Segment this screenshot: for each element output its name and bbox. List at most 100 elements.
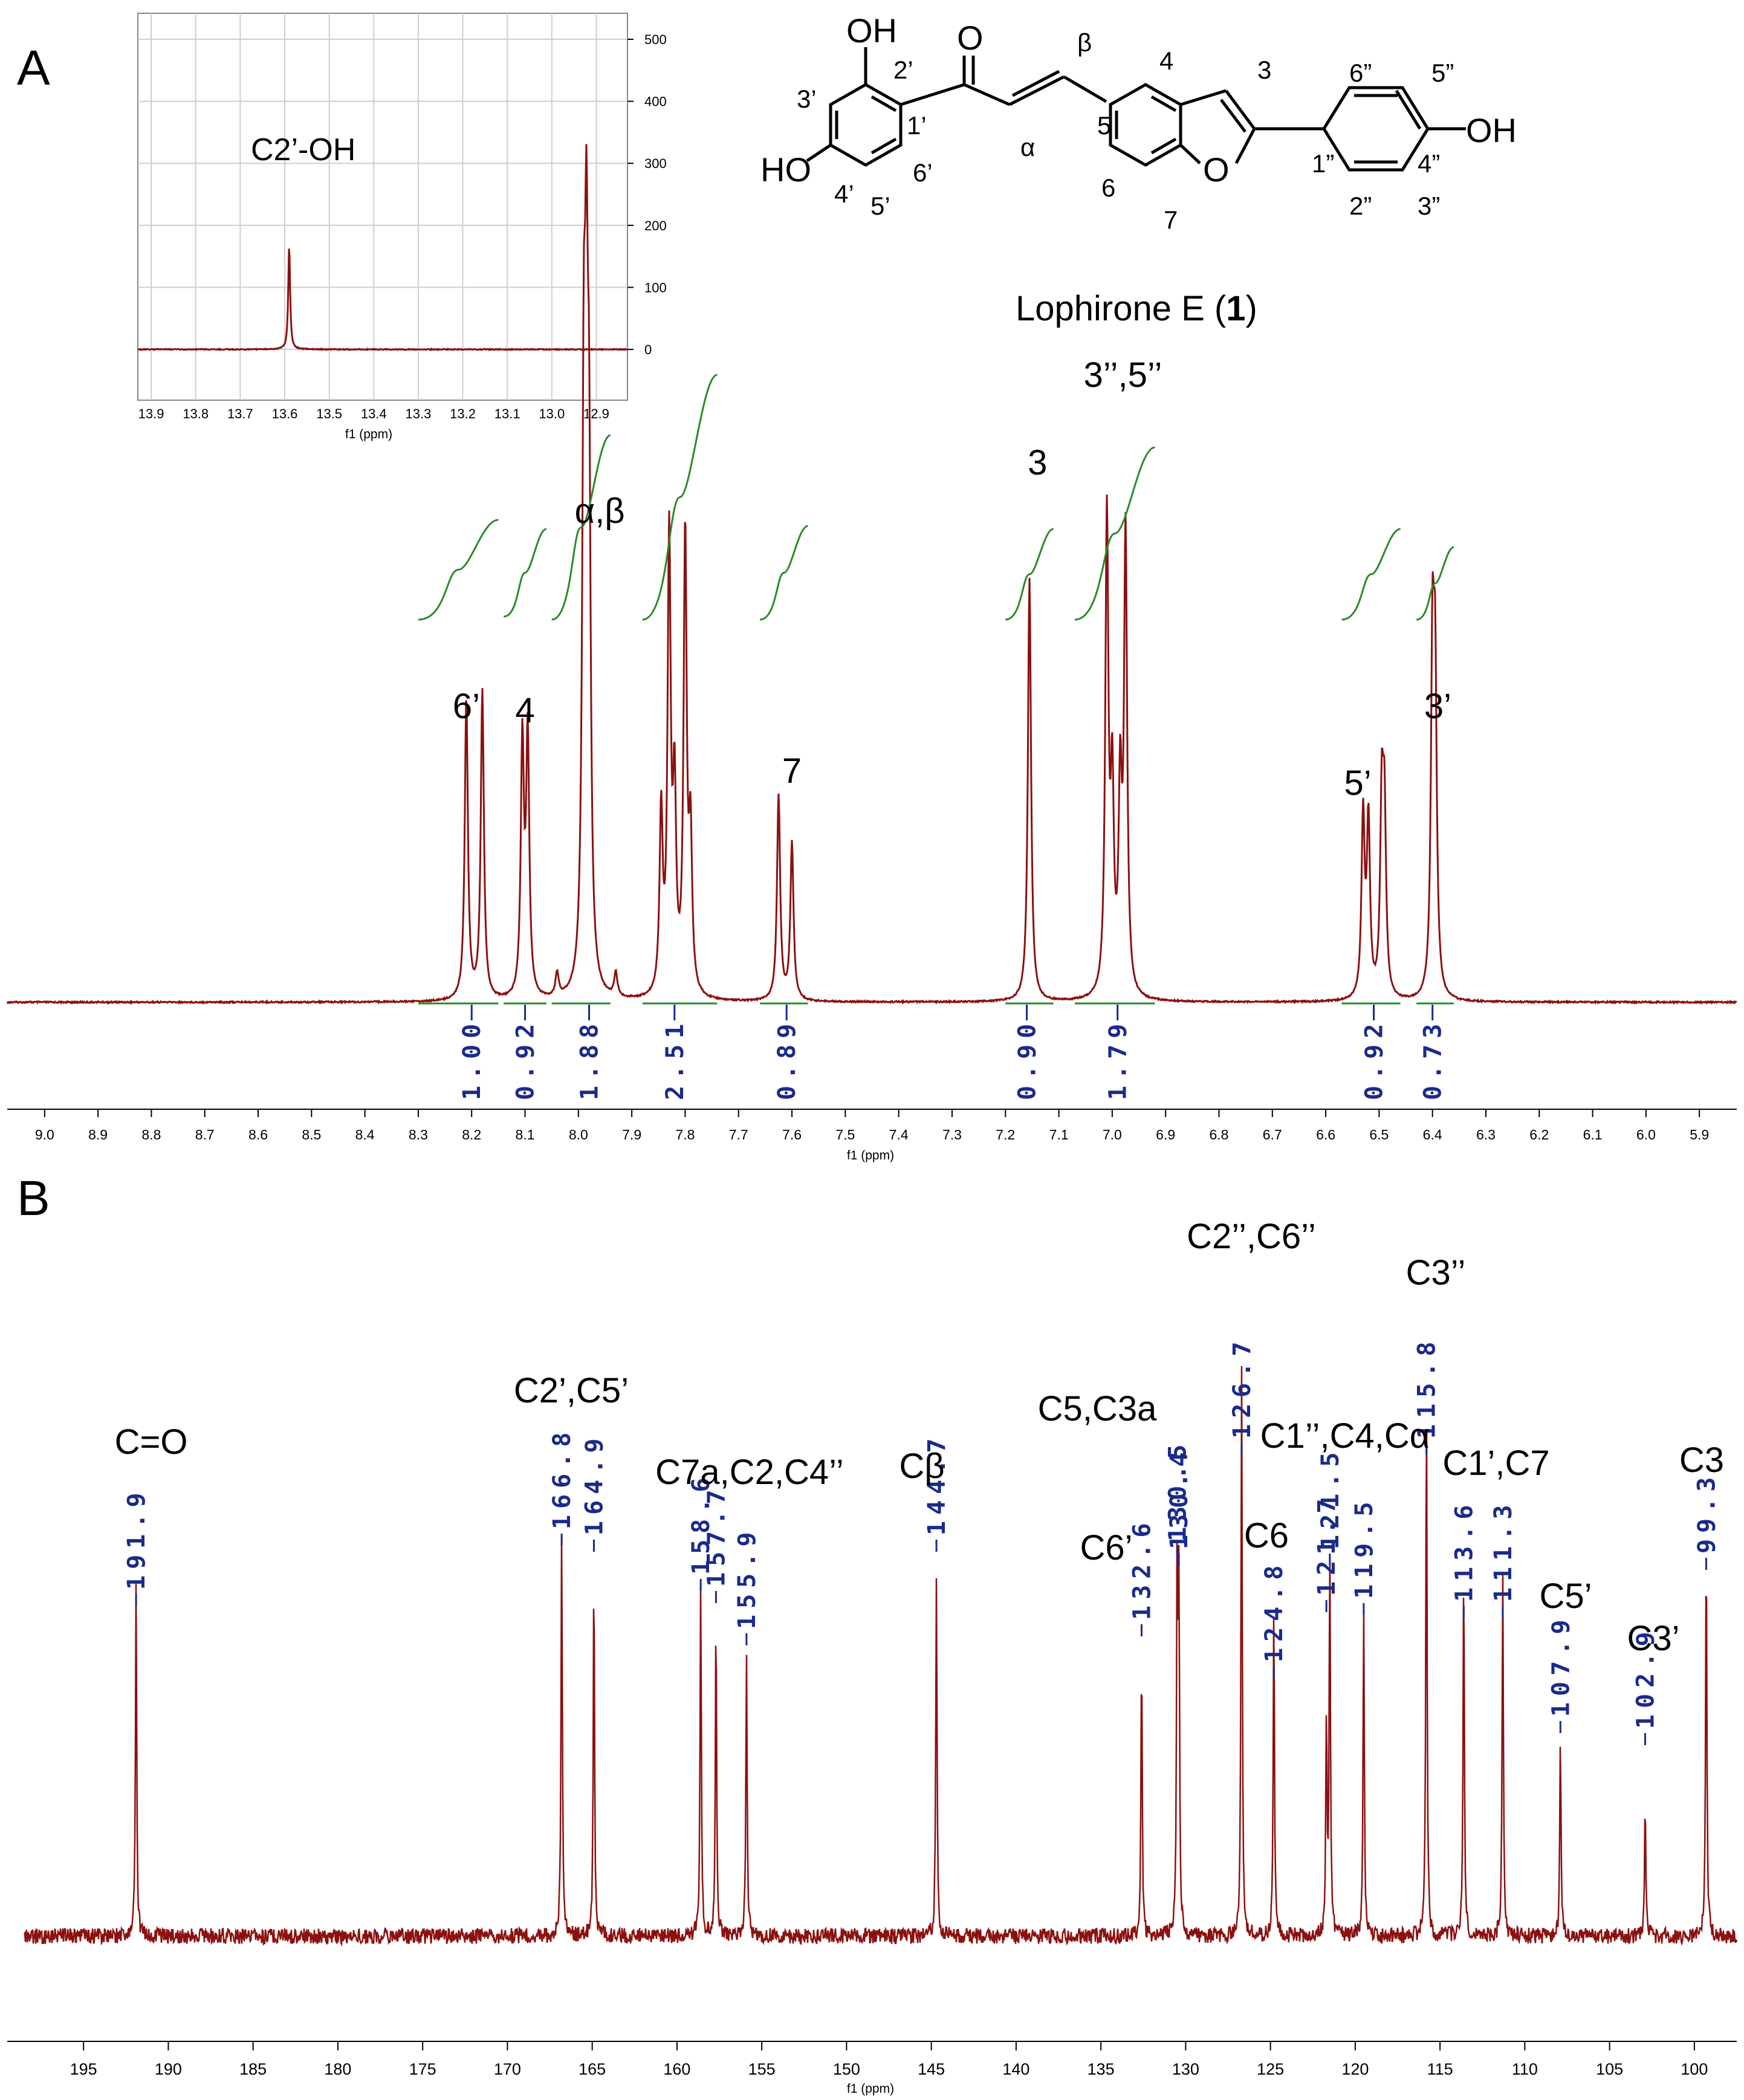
pos-4pp: 4” xyxy=(1418,149,1440,178)
x-tick-label: 8.8 xyxy=(141,1127,161,1142)
x-tick-label: 7.9 xyxy=(622,1127,641,1142)
x-tick-label: 7.8 xyxy=(675,1127,695,1142)
structure-atoms: OH O HO O OH xyxy=(760,11,1517,189)
inset-y-axis: 500 400 300 200 100 0 xyxy=(627,32,667,357)
x-tick-label: 140 xyxy=(1002,2060,1029,2078)
inset-frame xyxy=(137,13,628,401)
atom-o-furan: O xyxy=(1203,151,1230,189)
h1-peak-annotation: 3’’,5’’ xyxy=(1083,355,1162,395)
integral-value: 0.73 xyxy=(1419,1018,1447,1100)
pos-3pp: 3” xyxy=(1418,192,1440,220)
pos-5p: 5’ xyxy=(870,192,890,220)
c13-peak-annotation: Cβ xyxy=(899,1447,944,1486)
c13-peak-label: 130.4 xyxy=(1165,1447,1193,1549)
inset-annotation: C2’-OH xyxy=(251,132,355,167)
integral-value: 1.88 xyxy=(575,1018,603,1100)
pos-7: 7 xyxy=(1164,206,1178,234)
x-tick-label: 6.7 xyxy=(1263,1127,1282,1142)
c13-peak-annotation: C6 xyxy=(1244,1516,1289,1555)
integral-curve xyxy=(1416,546,1454,621)
inset-x-tick-label: 13.4 xyxy=(361,406,387,421)
integral-value: 1.00 xyxy=(458,1018,486,1100)
c13-peak-annotation: C2’,C5’ xyxy=(514,1371,629,1410)
x-tick-label: 175 xyxy=(409,2060,436,2078)
x-tick-label: 160 xyxy=(663,2060,690,2078)
pos-4p: 4’ xyxy=(834,180,854,208)
inset-x-tick-label: 13.8 xyxy=(183,406,209,421)
inset-x-tick-label: 13.2 xyxy=(450,406,476,421)
c13-peak-label: 121.5 xyxy=(1317,1447,1344,1549)
inset-y-tick-label: 200 xyxy=(644,218,667,233)
inset-x-tick-label: 13.6 xyxy=(272,406,298,421)
h1-trace xyxy=(6,144,1737,1005)
x-tick-label: 150 xyxy=(833,2060,860,2078)
chemical-structure xyxy=(806,47,1466,172)
x-tick-label: 9.0 xyxy=(35,1127,54,1142)
c13-peak-label: 111.3 xyxy=(1490,1499,1517,1602)
x-tick-label: 130 xyxy=(1172,2060,1199,2078)
h1-integral-curves xyxy=(418,374,1454,621)
pos-6: 6 xyxy=(1101,173,1115,202)
x-tick-label: 6.9 xyxy=(1156,1127,1175,1142)
pos-4: 4 xyxy=(1159,47,1173,75)
pos-beta: β xyxy=(1077,28,1092,57)
inset-y-tick-label: 300 xyxy=(644,156,667,171)
inset-x-tick-label: 13.9 xyxy=(138,406,164,421)
c13-peak-label: 191.9 xyxy=(123,1487,151,1590)
c13-peak-annotation: C3’’ xyxy=(1406,1253,1466,1292)
x-tick-label: 6.0 xyxy=(1636,1127,1656,1142)
x-tick-label: 6.4 xyxy=(1423,1127,1442,1142)
x-tick-label: 135 xyxy=(1088,2060,1115,2078)
inset-x-tick-label: 13.7 xyxy=(227,406,253,421)
x-tick-label: 155 xyxy=(748,2060,776,2078)
c13-peak-label: 164.9 xyxy=(580,1433,608,1535)
inset-x-tick-label: 13.1 xyxy=(494,406,520,421)
inset-y-tick-label: 100 xyxy=(644,280,667,295)
x-tick-label: 8.9 xyxy=(88,1127,108,1142)
structure-positions: 2’ 3’ 4’ 5’ 6’ 1’ α β 4 5 6 7 3 6” 5” 1”… xyxy=(797,28,1454,234)
x-tick-label: 180 xyxy=(324,2060,351,2078)
x-tick-label: 7.5 xyxy=(835,1127,855,1142)
pos-3p: 3’ xyxy=(797,85,817,113)
c13-peak-label: 155.9 xyxy=(733,1526,761,1629)
c13-peak-label: 107.9 xyxy=(1547,1614,1575,1717)
integral-curve xyxy=(1074,446,1155,621)
pos-5pp: 5” xyxy=(1431,59,1454,87)
c13-peak-label: 115.8 xyxy=(1413,1336,1441,1439)
c13-peak-label: 166.8 xyxy=(548,1427,576,1529)
x-tick-label: 120 xyxy=(1341,2060,1369,2078)
atom-o-carbonyl: O xyxy=(957,19,984,57)
x-tick-label: 7.1 xyxy=(1049,1127,1069,1142)
ring-c xyxy=(1322,86,1430,172)
inset-y-tick-label: 0 xyxy=(644,342,652,357)
inset-x-tick-label: 12.9 xyxy=(583,406,609,421)
x-tick-label: 6.2 xyxy=(1529,1127,1549,1142)
integral-value: 0.92 xyxy=(512,1018,540,1100)
h1-x-axis: 9.0 8.9 8.8 8.7 8.6 8.5 8.4 8.3 8.2 8.1 8.0 7.9 7.8 7… xyxy=(35,1109,1709,1142)
pos-2pp: 2” xyxy=(1349,192,1372,220)
c13-peak-annotation: C=O xyxy=(115,1422,188,1462)
h1-peak-annotation: α,β xyxy=(575,491,625,531)
c13-peak-label: 157.7 xyxy=(702,1484,730,1587)
inset-x-tick-label: 13.0 xyxy=(539,406,565,421)
h1-peak-annotation: 3 xyxy=(1028,443,1047,482)
panel-label-a: A xyxy=(17,41,50,96)
x-tick-label: 7.4 xyxy=(889,1127,909,1142)
inset-x-title: f1 (ppm) xyxy=(345,427,392,441)
integral-curve xyxy=(1005,528,1054,621)
inset-x-axis: 13.9 13.8 13.7 13.6 13.5 13.4 13.3 13.2 13.1 13.0… xyxy=(138,406,609,421)
integral-curve xyxy=(418,519,499,621)
x-tick-label: 7.7 xyxy=(729,1127,748,1142)
x-tick-label: 8.4 xyxy=(355,1127,375,1142)
x-tick-label: 100 xyxy=(1681,2060,1708,2078)
x-tick-label: 105 xyxy=(1596,2060,1623,2078)
c13-peak-label: 130.5 xyxy=(1164,1439,1191,1541)
c13-peak-annotation: C1’,C7 xyxy=(1442,1444,1549,1483)
c13-peak-annotation: C6’ xyxy=(1080,1528,1132,1567)
integral-curve xyxy=(759,525,809,621)
x-tick-label: 8.3 xyxy=(409,1127,428,1142)
